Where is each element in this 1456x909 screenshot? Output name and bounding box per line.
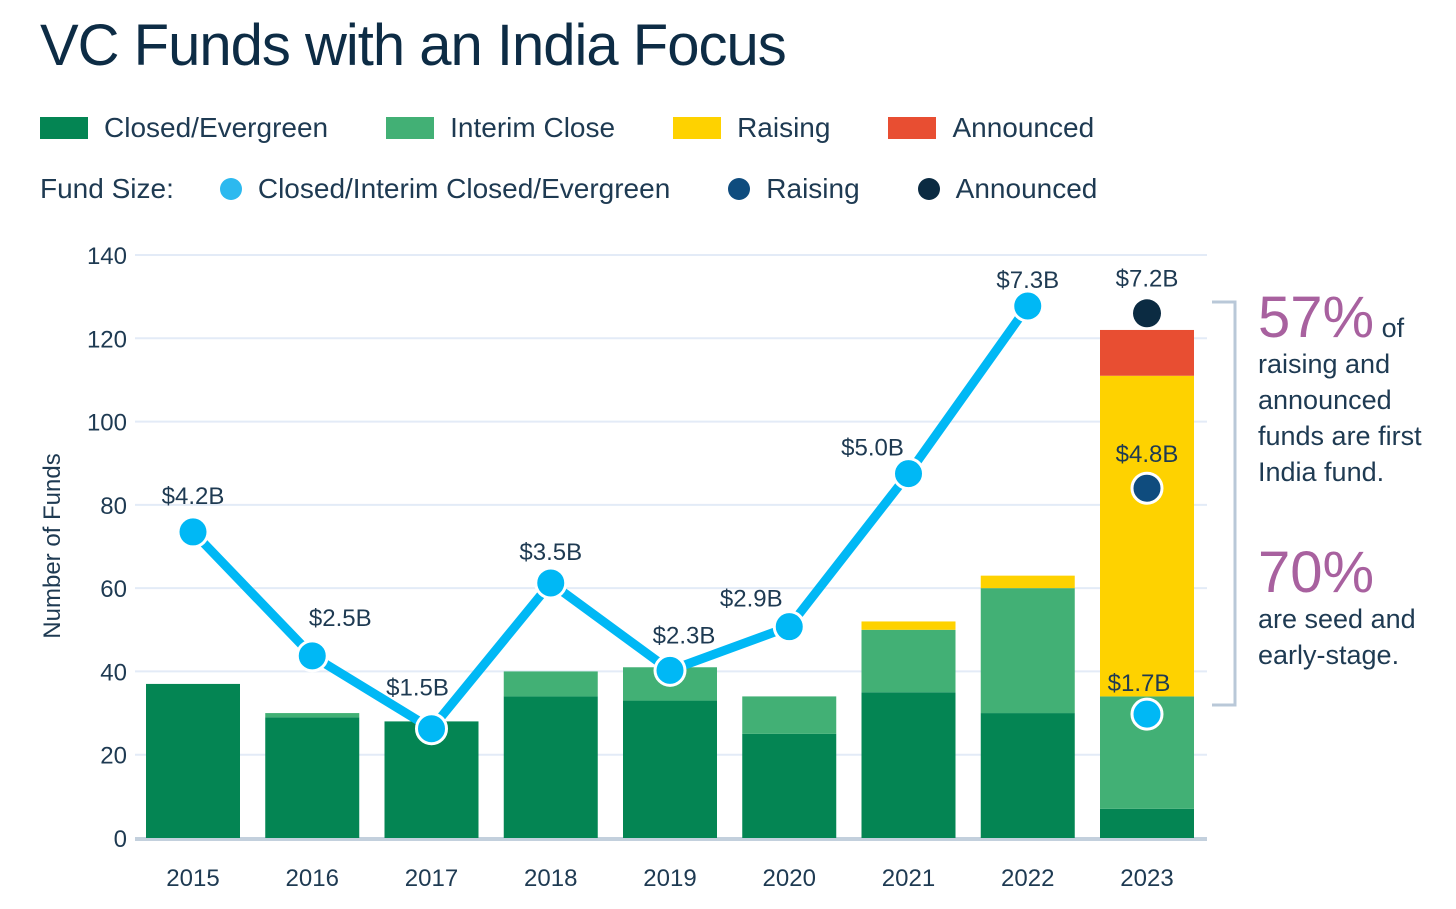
y-tick-label: 140	[87, 243, 127, 270]
annotation-percent: 57%	[1258, 285, 1375, 350]
annotation-first-fund: 57% of raising and announced funds are f…	[1258, 289, 1448, 490]
fund-size-point	[772, 610, 806, 644]
y-tick-label: 120	[87, 326, 127, 353]
chart-title: VC Funds with an India Focus	[40, 13, 787, 78]
legend-label: Interim Close	[450, 112, 616, 143]
bar-segment-raising	[1100, 375, 1194, 697]
bar-segment-raising	[861, 621, 956, 630]
fund-size-label: $7.2B	[1116, 265, 1179, 292]
y-tick-label: 40	[100, 659, 127, 686]
fund-size-label: $2.3B	[653, 622, 716, 649]
legend-dot-raising: Raising	[728, 173, 860, 205]
bar-legend: Closed/Evergreen Interim Close Raising A…	[40, 112, 1152, 144]
bar-segment-interim-close	[503, 671, 598, 697]
fund-size-point	[176, 515, 210, 549]
x-tick-label: 2023	[1120, 865, 1173, 892]
bar-segment-interim-close	[861, 629, 956, 693]
legend-label: Raising	[737, 112, 831, 143]
legend-swatch	[40, 117, 88, 139]
legend-dot	[219, 178, 242, 200]
legend-label: Announced	[955, 173, 1098, 204]
fund-size-point	[534, 566, 568, 600]
legend-item-interim: Interim Close	[386, 112, 615, 144]
legend-swatch	[386, 117, 435, 139]
legend-label: Announced	[952, 112, 1095, 143]
fund-size-line	[189, 303, 1032, 734]
fund-size-label: $4.2B	[162, 483, 225, 510]
fund-size-point	[295, 639, 329, 673]
legend-dot	[728, 178, 751, 200]
fund-size-point	[415, 712, 448, 746]
y-tick-label: 20	[100, 743, 127, 770]
fund-size-label: $1.7B	[1108, 670, 1171, 697]
bar-segment-closed-evergreen	[1100, 808, 1194, 838]
raising-fund-size-point	[1130, 471, 1164, 505]
fund-size-legend: Fund Size: Closed/Interim Closed/Evergre…	[40, 173, 1155, 205]
bar-segment-interim-close	[742, 696, 837, 734]
fund-size-point	[1011, 289, 1045, 323]
legend-dot-closed: Closed/Interim Closed/Evergreen	[219, 173, 671, 205]
fund-size-label: $1.5B	[386, 675, 449, 702]
annotation-bracket	[1212, 300, 1237, 707]
annotation-percent: 70%	[1258, 540, 1375, 605]
y-axis-label: Number of Funds	[39, 453, 66, 638]
fund-size-label: $7.3B	[996, 267, 1059, 294]
fund-size-label: $2.9B	[720, 586, 783, 613]
fund-size-label: Fund Size:	[40, 173, 174, 204]
bar-segment-closed-evergreen	[503, 696, 598, 838]
legend-dot	[917, 178, 940, 200]
bar-segment-closed-evergreen	[980, 713, 1075, 838]
x-tick-label: 2017	[405, 865, 458, 892]
legend-swatch	[673, 117, 722, 139]
bar-segment-interim-close	[265, 713, 360, 718]
y-tick-label: 0	[114, 826, 127, 853]
legend-item-raising: Raising	[673, 112, 830, 144]
fund-size-label: $4.8B	[1116, 441, 1179, 468]
annotation-seed: 70% are seed and early-stage.	[1258, 544, 1448, 673]
bar-segment-closed-evergreen	[861, 692, 956, 838]
bar-segment-closed-evergreen	[265, 717, 360, 838]
x-tick-label: 2015	[166, 865, 219, 892]
legend-item-closed: Closed/Evergreen	[40, 112, 328, 144]
y-tick-label: 60	[100, 576, 127, 603]
x-tick-label: 2019	[643, 865, 696, 892]
x-tick-label: 2016	[286, 865, 339, 892]
legend-label: Closed/Evergreen	[104, 112, 329, 143]
fund-size-label: $2.5B	[309, 605, 372, 632]
legend-dot-announced: Announced	[917, 173, 1098, 205]
bar-segment-closed-evergreen	[742, 733, 837, 838]
fund-size-label: $3.5B	[519, 539, 582, 566]
x-tick-label: 2018	[524, 865, 577, 892]
bar-segment-closed-evergreen	[146, 683, 240, 838]
y-tick-label: 100	[87, 410, 127, 437]
annotation-text: are seed and early-stage.	[1258, 604, 1416, 670]
bar-segment-closed-evergreen	[623, 700, 717, 838]
x-tick-label: 2022	[1001, 865, 1054, 892]
y-tick-label: 80	[100, 493, 127, 520]
fund-size-point	[653, 653, 687, 687]
x-tick-label: 2020	[763, 865, 816, 892]
annotation-text: raising and announced funds are first In…	[1258, 349, 1422, 487]
bar-segment-announced	[1100, 329, 1194, 376]
legend-swatch	[888, 117, 937, 139]
legend-label: Closed/Interim Closed/Evergreen	[257, 173, 671, 204]
fund-size-label: $5.0B	[841, 435, 904, 462]
legend-label: Raising	[766, 173, 860, 204]
bar-segment-raising	[980, 575, 1075, 589]
bar-segment-interim-close	[980, 588, 1075, 714]
annotation-text: of	[1381, 313, 1405, 343]
legend-item-announced: Announced	[888, 112, 1094, 144]
x-tick-label: 2021	[882, 865, 935, 892]
announced-fund-size-point	[1133, 299, 1161, 328]
fund-size-point	[1130, 697, 1164, 731]
fund-size-point	[892, 457, 925, 491]
